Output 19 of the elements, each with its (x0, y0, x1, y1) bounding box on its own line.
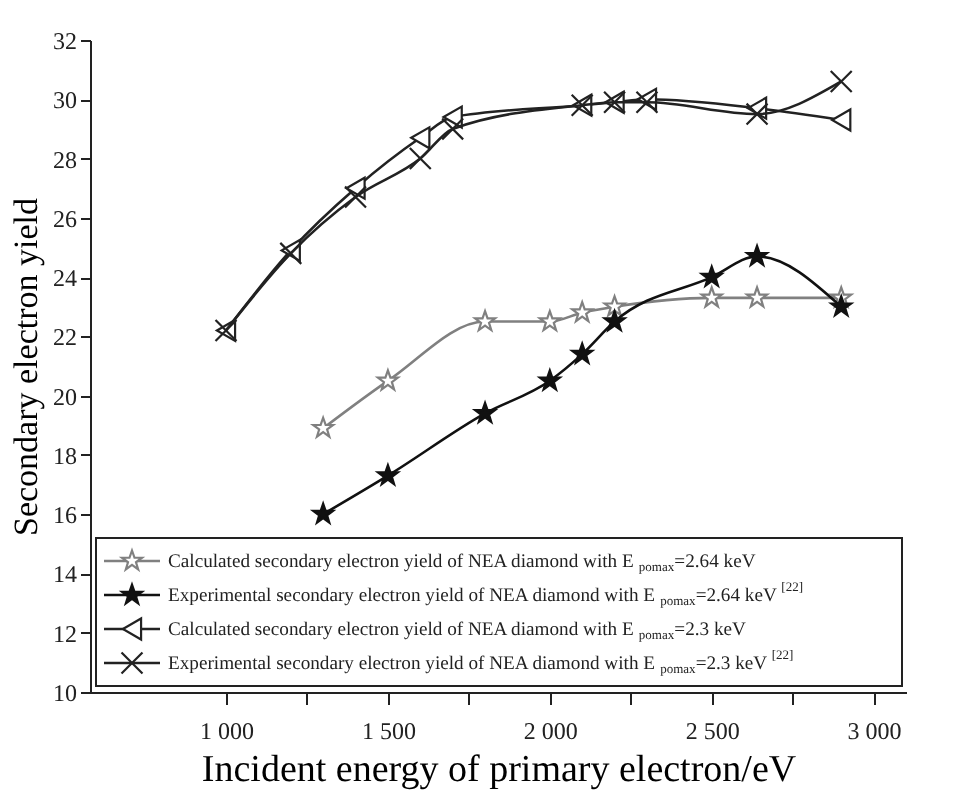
y-tick-label: 28 (53, 145, 77, 174)
y-tick-label: 18 (53, 441, 77, 470)
y-tick-label: 16 (53, 501, 77, 530)
y-tick-label: 14 (53, 560, 77, 589)
x-tick-label: 2 500 (685, 717, 740, 745)
x-axis-title: Incident energy of primary electron/eV (201, 749, 797, 791)
y-tick-label: 12 (53, 619, 77, 648)
x-tick-label: 3 000 (847, 717, 902, 745)
y-tick-label: 32 (53, 27, 77, 55)
x-tick-label: 1 000 (200, 717, 254, 745)
y-tick-label: 10 (53, 679, 77, 707)
y-tick-label: 22 (53, 323, 77, 352)
y-tick-label: 24 (53, 264, 77, 293)
y-axis-title: Secondary electron yield (7, 197, 45, 536)
x-tick-label: 2 000 (523, 717, 578, 745)
y-tick-label: 20 (53, 382, 77, 411)
x-tick-label: 1 500 (361, 717, 416, 745)
y-tick-label: 30 (53, 86, 77, 115)
y-tick-label: 26 (53, 204, 77, 233)
